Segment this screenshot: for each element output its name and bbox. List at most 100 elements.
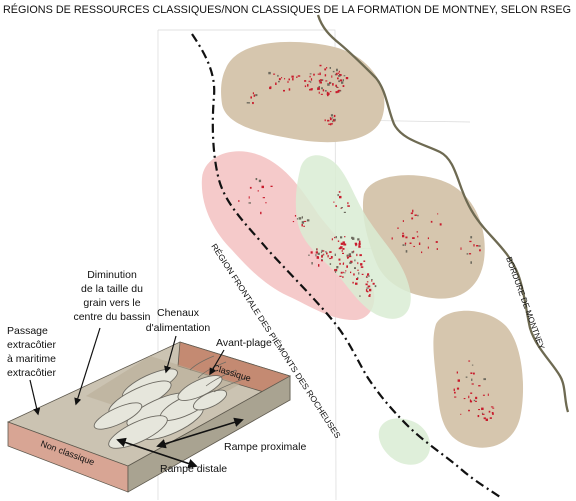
well-marker bbox=[309, 73, 312, 75]
well-marker bbox=[482, 394, 485, 396]
well-marker bbox=[275, 82, 277, 85]
well-marker bbox=[335, 84, 337, 87]
well-marker bbox=[327, 83, 330, 86]
well-marker bbox=[337, 77, 339, 80]
well-marker bbox=[329, 117, 332, 119]
well-marker bbox=[334, 236, 336, 239]
well-marker bbox=[322, 250, 325, 252]
well-marker bbox=[270, 86, 272, 89]
well-marker bbox=[478, 245, 481, 247]
well-marker bbox=[339, 74, 342, 76]
well-marker bbox=[374, 285, 377, 288]
well-marker bbox=[391, 237, 393, 240]
well-marker bbox=[338, 75, 341, 77]
well-marker bbox=[405, 250, 408, 253]
well-marker bbox=[324, 68, 327, 71]
well-marker bbox=[357, 262, 359, 265]
well-marker bbox=[347, 256, 349, 259]
well-marker bbox=[473, 372, 475, 375]
well-marker bbox=[252, 92, 254, 95]
well-marker bbox=[334, 253, 336, 256]
well-marker bbox=[466, 253, 469, 255]
well-marker bbox=[344, 236, 346, 238]
well-marker bbox=[311, 262, 313, 265]
well-marker bbox=[333, 120, 336, 122]
well-marker bbox=[310, 251, 313, 254]
well-marker bbox=[260, 211, 262, 215]
well-marker bbox=[248, 202, 251, 204]
well-marker bbox=[317, 252, 320, 255]
well-marker bbox=[416, 231, 418, 233]
well-marker bbox=[492, 412, 494, 415]
well-marker bbox=[346, 254, 349, 257]
well-marker bbox=[470, 236, 473, 239]
well-marker bbox=[321, 255, 323, 258]
well-marker bbox=[335, 91, 338, 94]
well-marker bbox=[342, 85, 345, 87]
well-marker bbox=[469, 253, 472, 255]
well-marker bbox=[469, 400, 473, 403]
well-marker bbox=[304, 80, 307, 82]
well-marker bbox=[307, 84, 309, 87]
well-marker bbox=[326, 67, 328, 69]
well-marker bbox=[343, 75, 346, 77]
well-marker bbox=[306, 219, 310, 222]
well-marker bbox=[296, 218, 298, 220]
well-marker bbox=[336, 87, 339, 88]
well-marker bbox=[315, 251, 318, 254]
well-marker bbox=[327, 119, 330, 122]
well-marker bbox=[335, 205, 337, 207]
well-marker bbox=[358, 242, 361, 246]
well-marker bbox=[344, 272, 346, 274]
well-marker bbox=[338, 258, 341, 261]
well-marker bbox=[435, 241, 438, 243]
well-marker bbox=[320, 79, 322, 81]
well-marker bbox=[332, 70, 335, 73]
well-marker bbox=[358, 272, 360, 275]
well-marker bbox=[329, 91, 332, 93]
well-marker bbox=[470, 392, 473, 394]
well-marker bbox=[321, 87, 323, 90]
well-marker bbox=[327, 254, 329, 258]
well-marker bbox=[258, 179, 262, 183]
grain-size-label-3: grain vers le bbox=[83, 297, 140, 309]
well-marker bbox=[255, 178, 258, 181]
well-marker bbox=[329, 263, 332, 265]
well-marker bbox=[468, 395, 470, 399]
grain-size-arrow bbox=[74, 327, 101, 406]
well-marker bbox=[324, 90, 327, 92]
well-marker bbox=[339, 195, 342, 199]
well-marker bbox=[411, 217, 414, 220]
well-marker bbox=[427, 246, 429, 249]
well-marker bbox=[319, 81, 322, 84]
well-marker bbox=[331, 117, 334, 119]
well-marker bbox=[340, 242, 344, 245]
well-marker bbox=[355, 243, 358, 246]
well-marker bbox=[238, 200, 240, 202]
well-marker bbox=[340, 207, 343, 209]
well-marker bbox=[255, 94, 258, 97]
well-marker bbox=[369, 294, 371, 296]
well-marker bbox=[321, 79, 324, 81]
well-marker bbox=[339, 262, 341, 265]
well-marker bbox=[303, 220, 307, 222]
well-marker bbox=[340, 207, 342, 209]
channels-label-2: d'alimentation bbox=[146, 322, 211, 334]
well-marker bbox=[336, 68, 338, 72]
well-marker bbox=[353, 273, 355, 276]
well-marker bbox=[321, 249, 323, 253]
well-marker bbox=[475, 396, 478, 400]
well-marker bbox=[335, 268, 338, 272]
well-marker bbox=[355, 245, 357, 247]
well-marker bbox=[405, 236, 408, 239]
well-marker bbox=[330, 118, 332, 121]
well-marker bbox=[489, 417, 492, 419]
well-marker bbox=[350, 271, 352, 274]
well-marker bbox=[468, 409, 470, 412]
offshore-label-1: Passage bbox=[7, 325, 48, 337]
well-marker bbox=[351, 237, 355, 240]
well-marker bbox=[319, 64, 322, 67]
well-marker bbox=[412, 209, 414, 213]
well-marker bbox=[359, 254, 362, 257]
unconventional-region bbox=[201, 151, 375, 320]
